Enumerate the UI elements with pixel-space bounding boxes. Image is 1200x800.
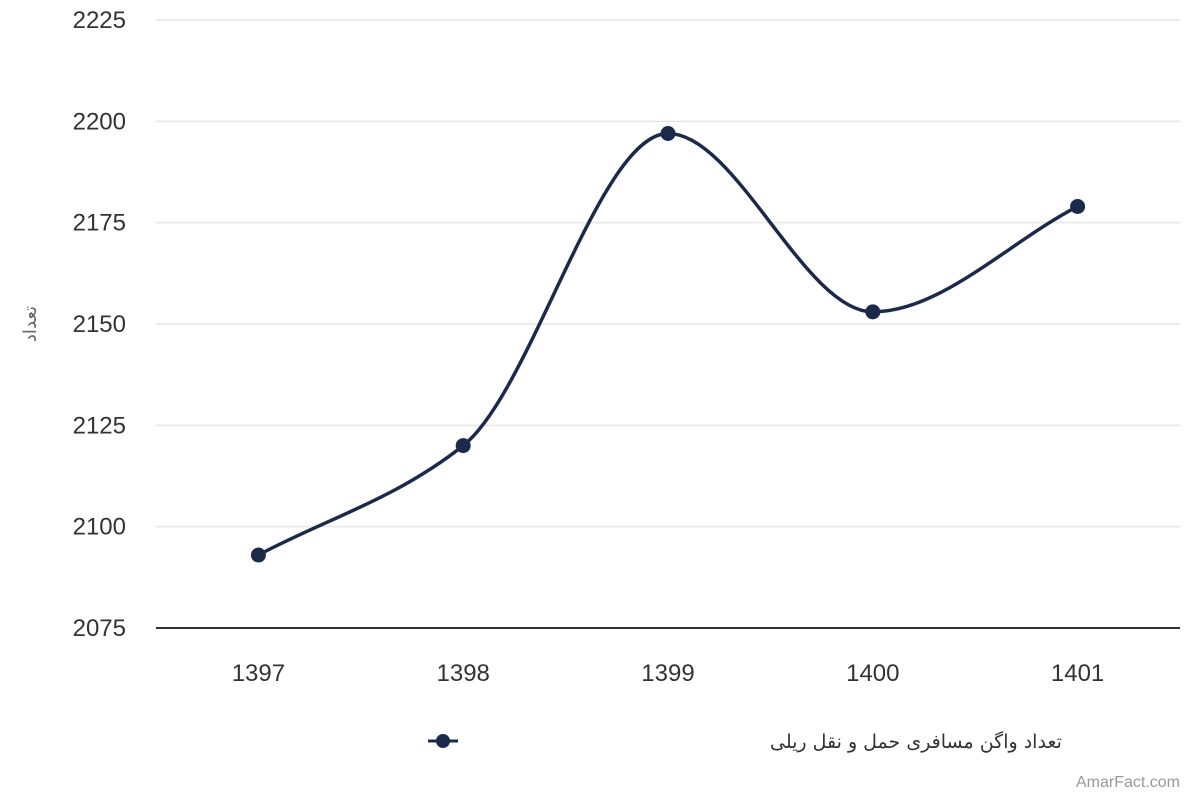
data-point[interactable] [865, 304, 881, 320]
legend-label: تعداد واگن مسافری حمل و نقل ریلی [770, 730, 1062, 753]
x-tick-label: 1401 [1051, 660, 1104, 687]
data-point[interactable] [1070, 198, 1086, 214]
x-axis: 1397 1398 1399 1400 1401 [156, 627, 1180, 687]
y-axis-title: تعداد [20, 306, 41, 342]
legend[interactable]: تعداد واگن مسافری حمل و نقل ریلی [428, 730, 1062, 753]
data-point[interactable] [250, 547, 266, 563]
y-tick-label: 2175 [73, 210, 126, 237]
y-tick-label: 2200 [73, 108, 126, 135]
x-tick-label: 1397 [232, 660, 285, 687]
data-point[interactable] [660, 125, 676, 141]
x-tick-label: 1399 [641, 660, 694, 687]
series [250, 125, 1086, 563]
y-tick-label: 2150 [73, 311, 126, 338]
series-line [256, 131, 1080, 557]
y-axis: 2075 2100 2125 2150 2175 2200 2225 [73, 7, 126, 642]
y-tick-label: 2125 [73, 412, 126, 439]
y-tick-label: 2075 [73, 615, 126, 642]
legend-point-marker [436, 734, 450, 748]
x-tick-label: 1400 [846, 660, 899, 687]
data-point[interactable] [455, 438, 471, 454]
credit-link[interactable]: AmarFact.com [1075, 774, 1180, 791]
grid-lines [156, 19, 1180, 528]
y-tick-label: 2100 [73, 514, 126, 541]
y-tick-label: 2225 [73, 7, 126, 34]
x-tick-label: 1398 [437, 660, 490, 687]
